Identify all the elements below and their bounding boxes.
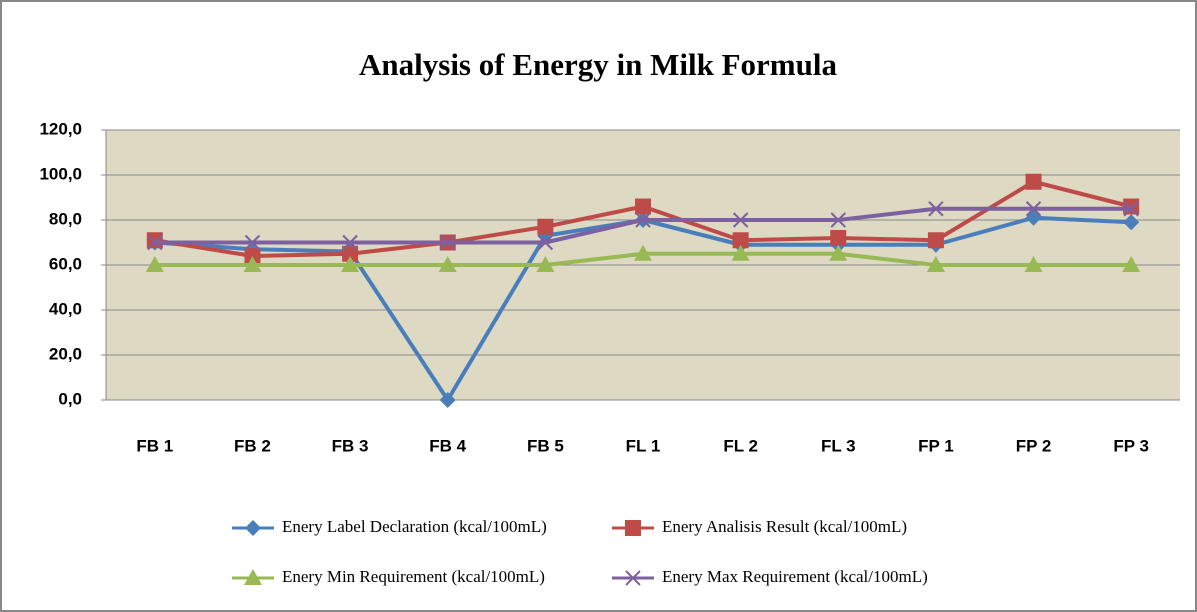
x-tick-label: FL 1 — [626, 436, 661, 455]
marker — [732, 232, 749, 249]
x-tick-label: FB 3 — [332, 436, 369, 455]
marker — [634, 244, 652, 261]
legend-marker — [245, 520, 261, 536]
marker — [731, 244, 750, 261]
marker — [537, 234, 554, 251]
marker — [440, 234, 456, 251]
marker — [439, 392, 456, 408]
marker — [536, 256, 555, 272]
x-tick-label: FB 5 — [527, 436, 564, 455]
marker — [243, 256, 262, 272]
marker — [830, 212, 846, 228]
marker — [438, 256, 457, 272]
marker — [928, 201, 944, 217]
x-tick-label: FP 2 — [1016, 436, 1052, 455]
chart-title: Analysis of Energy in Milk Formula — [359, 47, 837, 82]
y-tick-label: 100,0 — [39, 164, 82, 183]
y-tick-label: 120,0 — [39, 119, 82, 138]
x-tick-label: FP 3 — [1113, 436, 1149, 455]
marker — [244, 248, 261, 264]
x-tick-label: FP 1 — [918, 436, 954, 455]
y-tick-label: 80,0 — [49, 209, 82, 228]
marker — [1025, 201, 1042, 217]
legend-marker — [244, 569, 262, 585]
marker — [342, 245, 359, 262]
marker — [732, 212, 749, 228]
marker — [147, 234, 163, 251]
legend-label: Enery Analisis Result (kcal/100mL) — [662, 517, 907, 536]
x-tick-label: FB 2 — [234, 436, 271, 455]
marker — [1024, 256, 1043, 272]
marker — [537, 218, 554, 235]
marker — [1025, 173, 1042, 190]
marker — [635, 212, 651, 228]
marker — [1123, 198, 1140, 215]
legend-marker — [625, 520, 641, 536]
x-tick-label: FL 3 — [821, 436, 856, 455]
x-tick-label: FL 2 — [723, 436, 758, 455]
marker — [145, 256, 164, 272]
marker — [146, 232, 163, 249]
y-tick-label: 0,0 — [58, 389, 82, 408]
y-tick-label: 60,0 — [49, 254, 82, 273]
marker — [830, 230, 847, 246]
legend-marker — [625, 570, 641, 586]
marker — [927, 232, 944, 249]
legend-label: Enery Min Requirement (kcal/100mL) — [282, 567, 545, 586]
marker — [926, 256, 945, 272]
marker — [342, 234, 358, 251]
y-tick-label: 40,0 — [49, 299, 82, 318]
y-tick-label: 20,0 — [49, 344, 82, 363]
marker — [1122, 256, 1141, 272]
x-tick-label: FB 4 — [429, 436, 466, 455]
marker — [341, 256, 360, 272]
marker — [829, 244, 848, 261]
marker — [1123, 214, 1140, 231]
legend-label: Enery Label Declaration (kcal/100mL) — [282, 517, 547, 536]
marker — [635, 198, 651, 215]
legend-label: Enery Max Requirement (kcal/100mL) — [662, 567, 928, 586]
marker — [244, 234, 261, 251]
marker — [1123, 201, 1139, 217]
x-tick-label: FB 1 — [136, 436, 173, 455]
